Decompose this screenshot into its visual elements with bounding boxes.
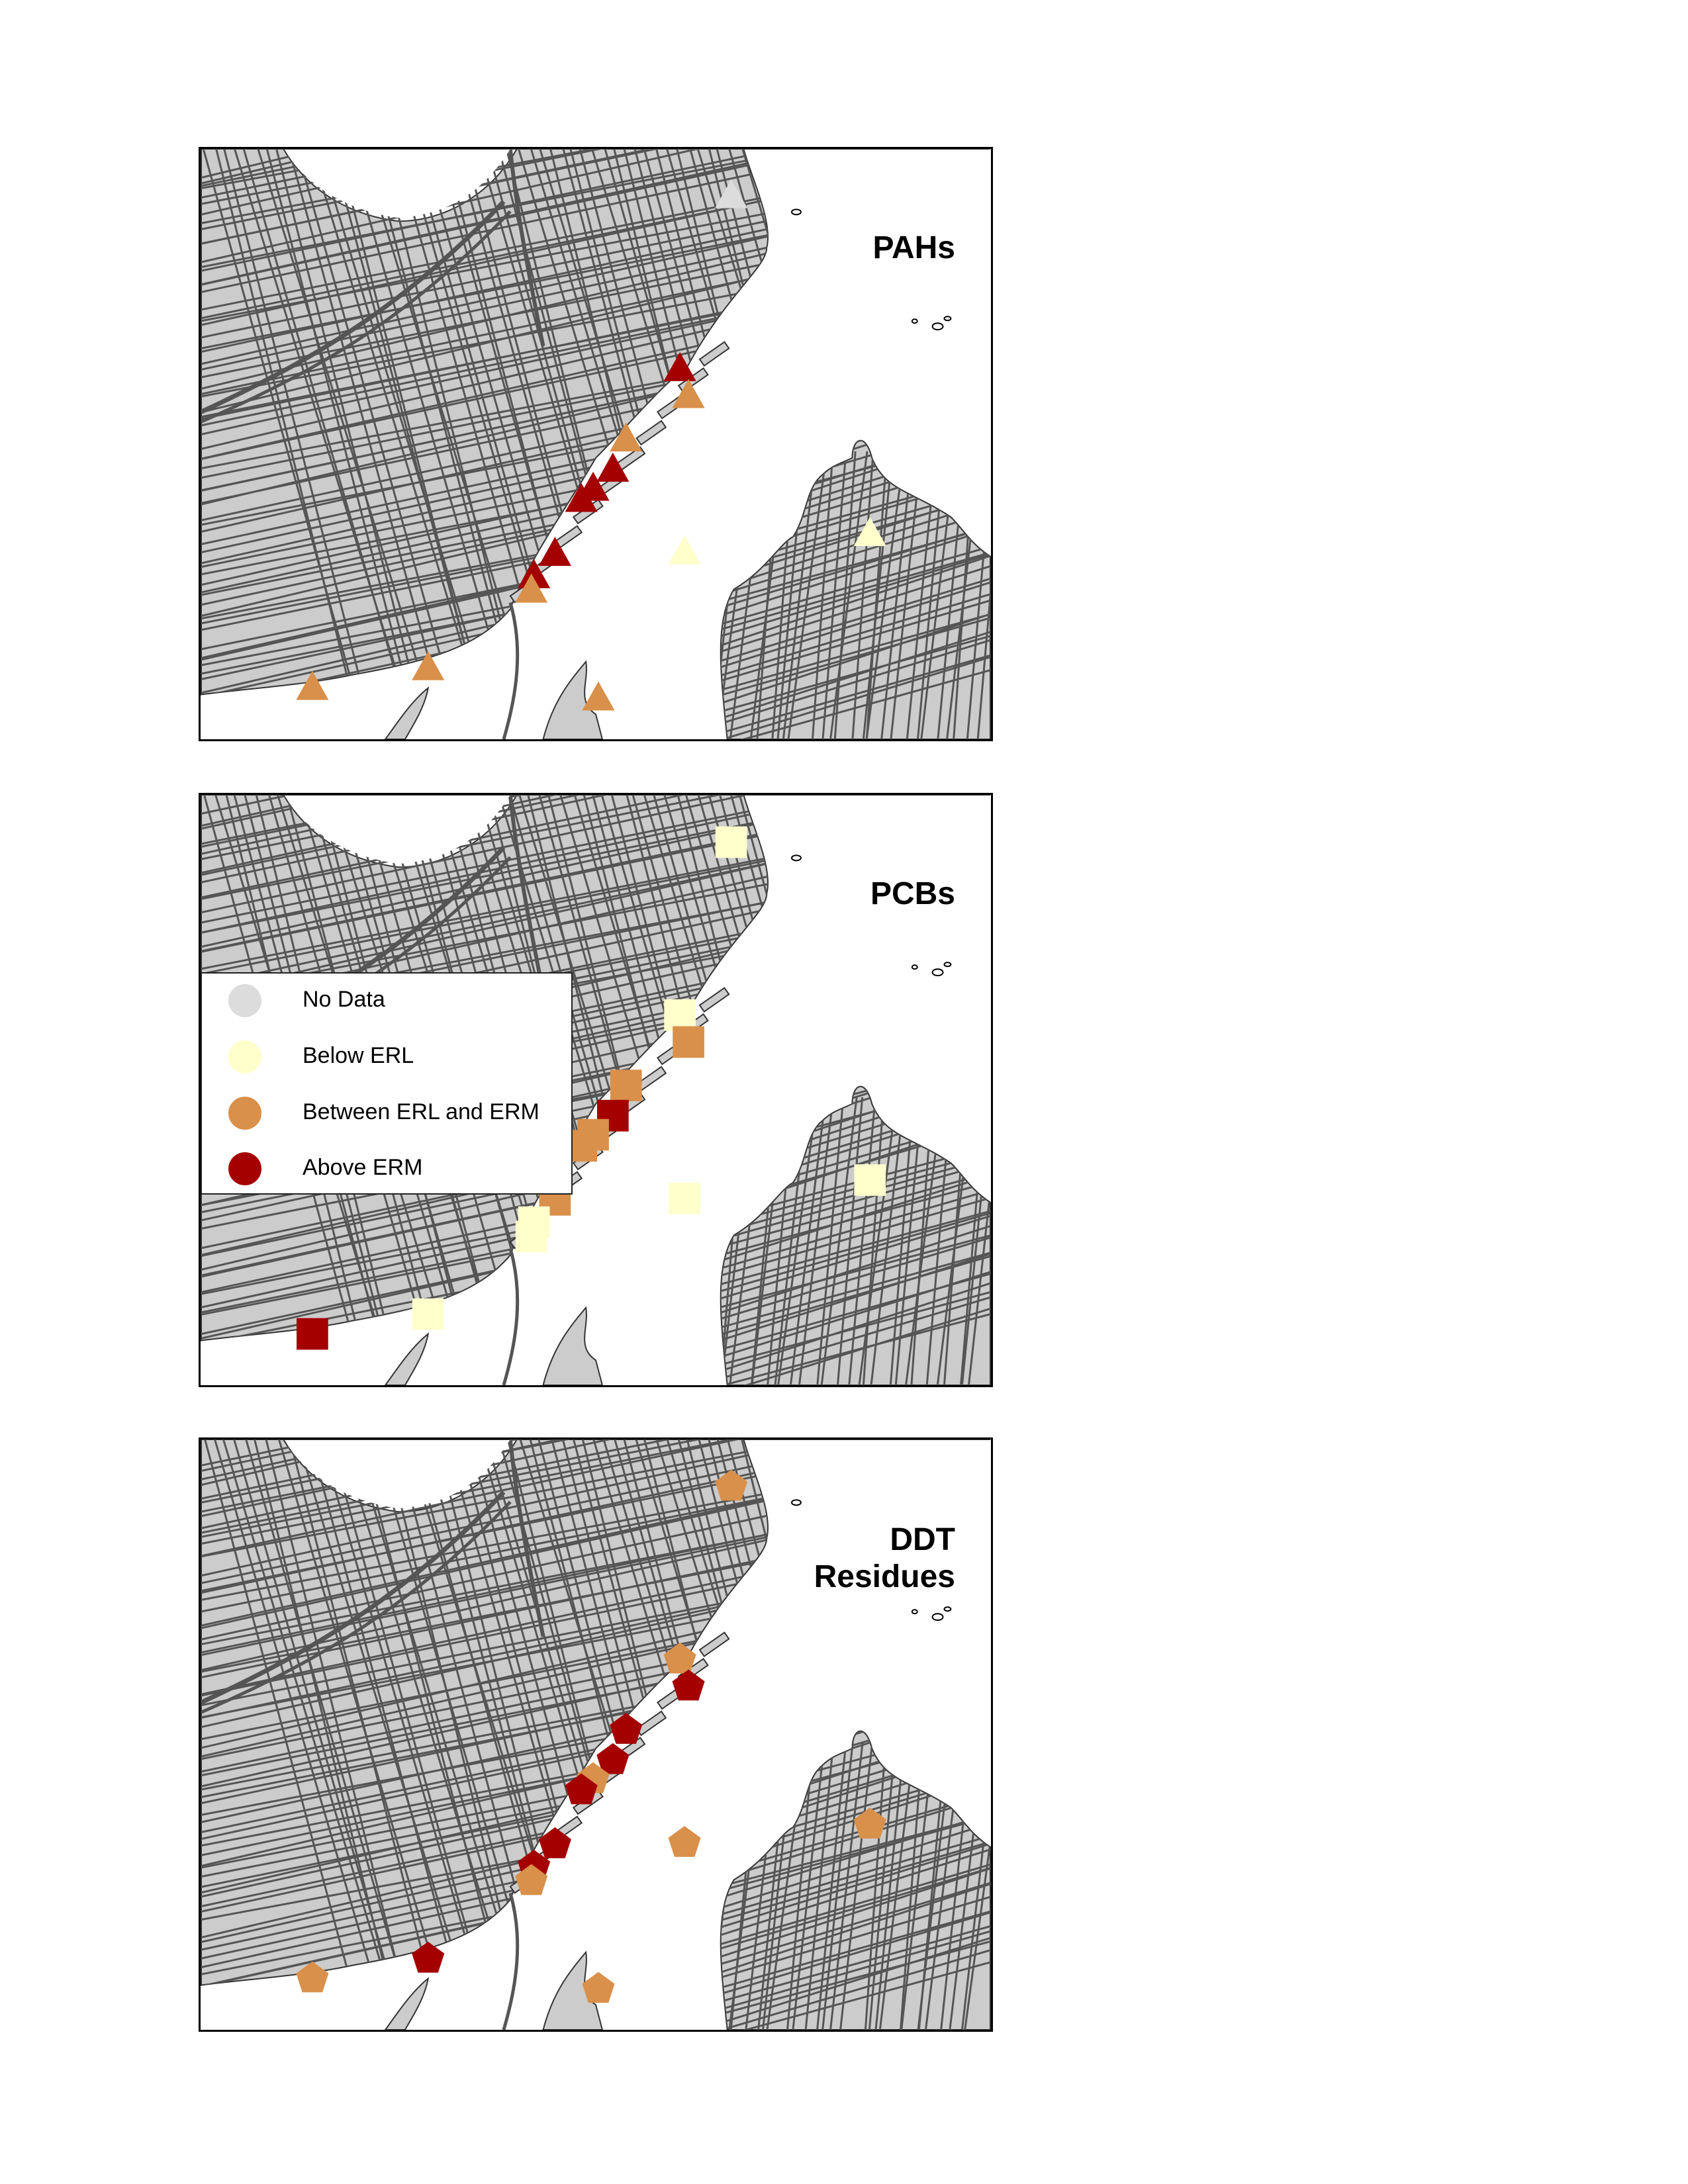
site-marker-between-erl-erm <box>610 422 643 452</box>
islet <box>911 318 918 324</box>
land-sliver <box>384 1977 430 2030</box>
site-marker-above-erm <box>412 1941 445 1973</box>
islet <box>931 322 944 331</box>
site-marker-between-erl-erm <box>296 1961 329 1993</box>
site-marker-below-erl <box>412 1298 444 1330</box>
site-marker-between-erl-erm <box>610 1069 642 1101</box>
site-marker-above-erm <box>518 559 551 588</box>
map-canvas <box>201 795 991 1385</box>
islet <box>911 1609 918 1615</box>
map-canvas <box>201 149 991 739</box>
site-marker-above-erm <box>297 1318 328 1350</box>
map-canvas <box>201 1439 991 2030</box>
legend-item-below-erl: Below ERL <box>202 1036 571 1076</box>
site-marker-above-erm <box>565 1773 598 1805</box>
map-panel-pcbs: PCBs No Data Below ERL Between ERL and E… <box>199 793 993 1387</box>
islet <box>791 854 802 862</box>
sampling-sites <box>297 826 886 1350</box>
site-marker-between-erl-erm <box>853 1807 886 1839</box>
site-marker-below-erl <box>853 517 886 547</box>
legend-label: No Data <box>303 987 385 1012</box>
legend-swatch-above-erm <box>228 1152 261 1185</box>
islet <box>931 968 944 977</box>
site-marker-below-erl <box>664 999 696 1031</box>
land-spit <box>542 1306 603 1385</box>
land-sliver <box>384 1332 430 1385</box>
site-marker-above-erm <box>538 537 571 566</box>
site-marker-between-erl-erm <box>715 1469 748 1501</box>
legend-swatch-below-erl <box>228 1040 261 1073</box>
islet <box>943 1606 952 1612</box>
rail-line <box>502 602 520 739</box>
site-marker-between-erl-erm <box>673 1026 704 1058</box>
site-marker-above-erm <box>538 1827 571 1858</box>
panel-title-pahs: PAHs <box>872 230 955 265</box>
islet <box>931 1613 944 1621</box>
map-panel-pahs: PAHs <box>199 147 993 741</box>
site-marker-above-erm <box>672 1669 705 1701</box>
site-marker-between-erl-erm <box>663 1642 696 1674</box>
islet <box>943 962 952 968</box>
site-marker-between-erl-erm <box>515 1864 548 1895</box>
legend-swatch-no-data <box>228 984 261 1017</box>
site-marker-between-erl-erm <box>296 670 329 700</box>
sampling-sites <box>296 1469 886 2003</box>
land-sliver <box>384 686 430 739</box>
site-marker-above-erm <box>596 1743 630 1774</box>
site-marker-between-erl-erm <box>412 651 445 680</box>
site-marker-between-erl-erm <box>515 573 548 603</box>
site-marker-between-erl-erm <box>582 1972 615 2003</box>
islet <box>791 208 802 216</box>
panel-title-pcbs: PCBs <box>870 876 955 911</box>
legend-label: Above ERM <box>303 1155 423 1180</box>
legend-label: Below ERL <box>303 1043 414 1068</box>
site-marker-above-erm <box>610 1713 643 1744</box>
site-marker-between-erl-erm <box>582 681 615 711</box>
site-marker-between-erl-erm <box>565 1130 597 1162</box>
legend-item-above-erm: Above ERM <box>202 1148 571 1188</box>
rail-line <box>502 1892 520 2030</box>
site-marker-no-data <box>715 179 748 208</box>
islet <box>791 1499 802 1506</box>
islet <box>911 964 918 970</box>
site-marker-above-erm <box>565 482 598 512</box>
site-marker-above-erm <box>663 351 696 381</box>
site-marker-between-erl-erm <box>668 1826 701 1857</box>
site-marker-below-erl <box>669 1183 700 1214</box>
map-panel-ddt-residues: DDT Residues <box>199 1437 993 2032</box>
legend-item-no-data: No Data <box>202 980 571 1020</box>
site-marker-above-erm <box>596 452 630 482</box>
legend: No Data Below ERL Between ERL and ERM Ab… <box>201 972 573 1195</box>
panel-title-ddt-residues: DDT Residues <box>814 1522 955 1594</box>
legend-swatch-between-erl-erm <box>228 1097 261 1130</box>
site-marker-below-erl <box>668 535 701 565</box>
site-marker-below-erl <box>854 1164 886 1196</box>
sampling-sites <box>296 179 886 711</box>
site-marker-below-erl <box>715 826 747 858</box>
islet <box>943 316 952 322</box>
site-marker-below-erl <box>515 1220 547 1253</box>
site-marker-between-erl-erm <box>672 379 705 408</box>
rail-line <box>502 1248 520 1385</box>
legend-label: Between ERL and ERM <box>303 1099 539 1124</box>
legend-item-between-erl-erm: Between ERL and ERM <box>202 1093 571 1132</box>
